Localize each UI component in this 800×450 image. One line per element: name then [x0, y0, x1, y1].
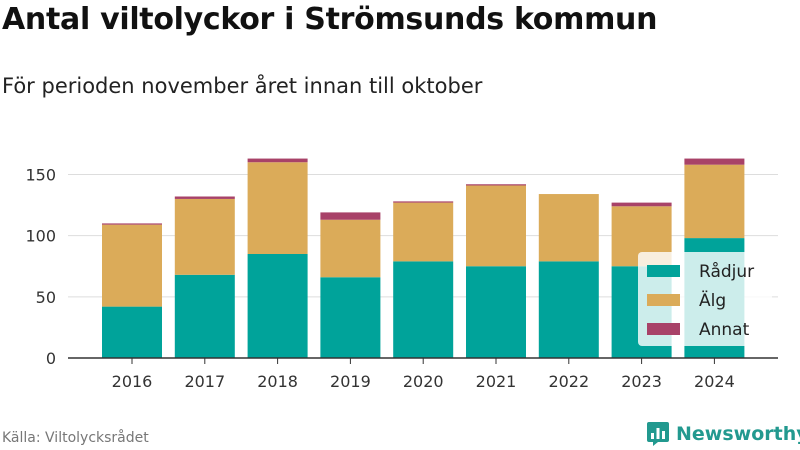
x-tick-label: 2023 — [621, 372, 662, 391]
bar-segment-annat-2024 — [684, 158, 745, 165]
x-tick-label: 2022 — [548, 372, 589, 391]
bar-segment-annat-2017 — [174, 196, 235, 199]
bar-segment-annat-2023 — [611, 202, 672, 207]
bar-segment-annat-2018 — [247, 158, 308, 163]
legend-label: Älg — [699, 290, 726, 311]
bar-chart-logo-icon — [647, 422, 669, 446]
chart-title: Antal viltolyckor i Strömsunds kommun — [2, 2, 658, 37]
bar-segment-rådjur-2018 — [247, 254, 308, 358]
legend-swatch-rådjur — [647, 265, 680, 277]
x-tick-label: 2018 — [257, 372, 298, 391]
bar-segment-rådjur-2019 — [320, 277, 381, 358]
y-tick-label: 150 — [25, 165, 56, 184]
bar-segment-annat-2020 — [393, 201, 454, 203]
bar-segment-rådjur-2022 — [538, 261, 599, 358]
bar-segment-rådjur-2021 — [466, 266, 526, 358]
bar-segment-älg-2017 — [174, 198, 235, 275]
chart-subtitle: För perioden november året innan till ok… — [2, 74, 483, 98]
bar-segment-älg-2016 — [102, 224, 162, 307]
bar-segment-älg-2019 — [320, 219, 381, 278]
x-tick-label: 2016 — [112, 372, 153, 391]
y-tick-label: 100 — [25, 227, 56, 246]
bar-segment-rådjur-2016 — [102, 306, 162, 358]
brand-logo[interactable]: Newsworthy — [646, 421, 800, 447]
x-tick-label: 2024 — [694, 372, 735, 391]
bar-segment-älg-2018 — [247, 162, 308, 254]
bar-segment-rådjur-2017 — [174, 274, 235, 358]
legend-swatch-älg — [647, 294, 680, 306]
legend: Rådjur Älg Annat — [638, 252, 772, 346]
bar-segment-älg-2022 — [538, 194, 599, 262]
bar-segment-annat-2016 — [102, 223, 162, 225]
y-tick-label: 0 — [46, 349, 56, 368]
brand-name: Newsworthy — [676, 423, 800, 445]
bar-segment-annat-2021 — [466, 184, 526, 186]
x-tick-label: 2019 — [330, 372, 371, 391]
legend-label: Annat — [699, 320, 750, 340]
bar-segment-älg-2021 — [466, 185, 526, 267]
source-note: Källa: Viltolycksrådet — [2, 430, 149, 446]
x-axis-ticks: 2016 2017 2018 2019 2020 2021 2022 2023 2024 — [112, 358, 735, 391]
y-tick-label: 50 — [36, 288, 56, 307]
y-axis-ticks: 0 50 100 150 — [25, 165, 56, 368]
bar-segment-rådjur-2020 — [393, 261, 454, 358]
bar-segment-älg-2020 — [393, 202, 454, 262]
bar-segment-älg-2024 — [684, 164, 745, 239]
legend-swatch-annat — [647, 323, 680, 335]
x-tick-label: 2021 — [476, 372, 517, 391]
legend-items: Rådjur Älg Annat — [647, 261, 754, 340]
legend-label: Rådjur — [699, 261, 754, 282]
x-tick-label: 2017 — [184, 372, 225, 391]
x-tick-label: 2020 — [403, 372, 444, 391]
bar-segment-annat-2019 — [320, 212, 381, 220]
